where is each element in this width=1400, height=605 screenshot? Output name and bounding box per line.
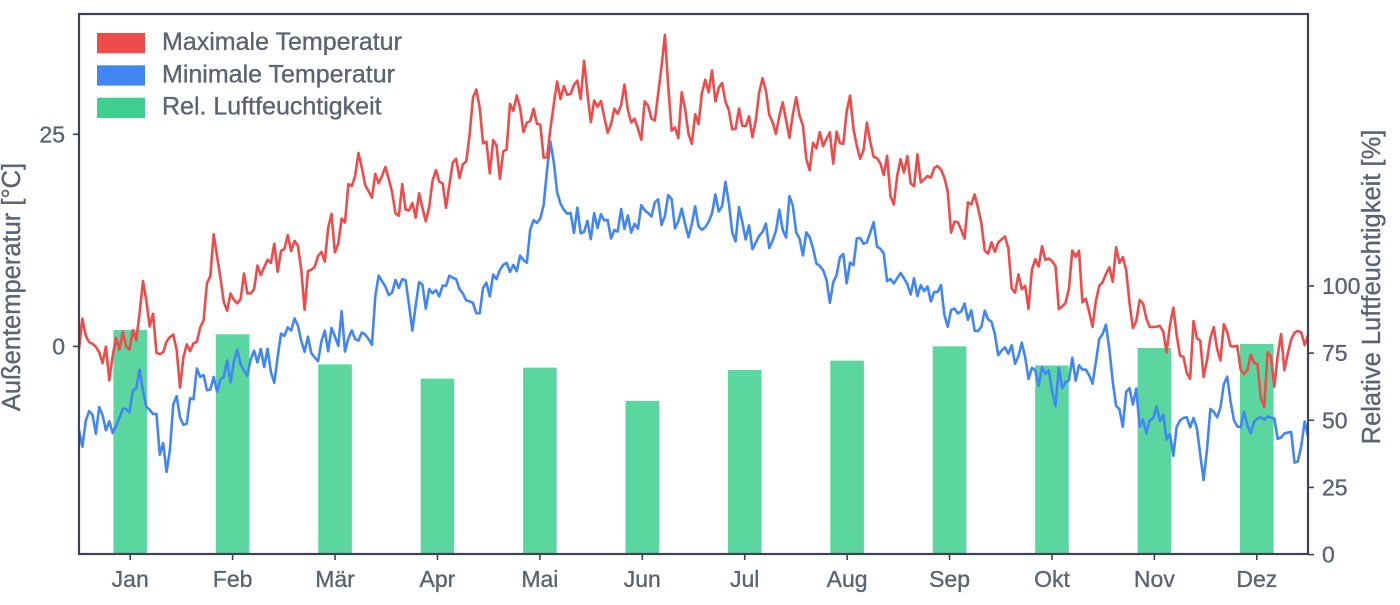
svg-text:Aug: Aug (827, 566, 868, 592)
svg-text:0: 0 (1322, 542, 1335, 568)
svg-text:Maximale Temperatur: Maximale Temperatur (162, 28, 402, 56)
svg-text:Relative Luftfeuchtigkeit [%]: Relative Luftfeuchtigkeit [%] (1358, 130, 1386, 445)
svg-text:50: 50 (1322, 407, 1348, 433)
svg-text:0: 0 (52, 333, 65, 359)
svg-text:Apr: Apr (420, 566, 456, 592)
svg-text:Sep: Sep (929, 566, 970, 592)
svg-text:Jun: Jun (624, 566, 661, 592)
svg-text:Nov: Nov (1134, 566, 1175, 592)
svg-text:25: 25 (1322, 474, 1348, 500)
svg-text:Außentemperatur [°C]: Außentemperatur [°C] (0, 163, 26, 411)
svg-text:25: 25 (39, 121, 65, 147)
svg-text:Mär: Mär (315, 566, 355, 592)
svg-text:Jul: Jul (730, 566, 759, 592)
svg-text:Jan: Jan (112, 566, 149, 592)
svg-text:75: 75 (1322, 340, 1348, 366)
svg-text:Feb: Feb (213, 566, 253, 592)
svg-text:Dez: Dez (1236, 566, 1277, 592)
svg-text:Okt: Okt (1034, 566, 1070, 592)
svg-text:100: 100 (1322, 273, 1360, 299)
svg-text:Rel. Luftfeuchtigkeit: Rel. Luftfeuchtigkeit (162, 93, 382, 121)
svg-text:Minimale Temperatur: Minimale Temperatur (162, 60, 395, 88)
svg-text:Mai: Mai (521, 566, 558, 592)
